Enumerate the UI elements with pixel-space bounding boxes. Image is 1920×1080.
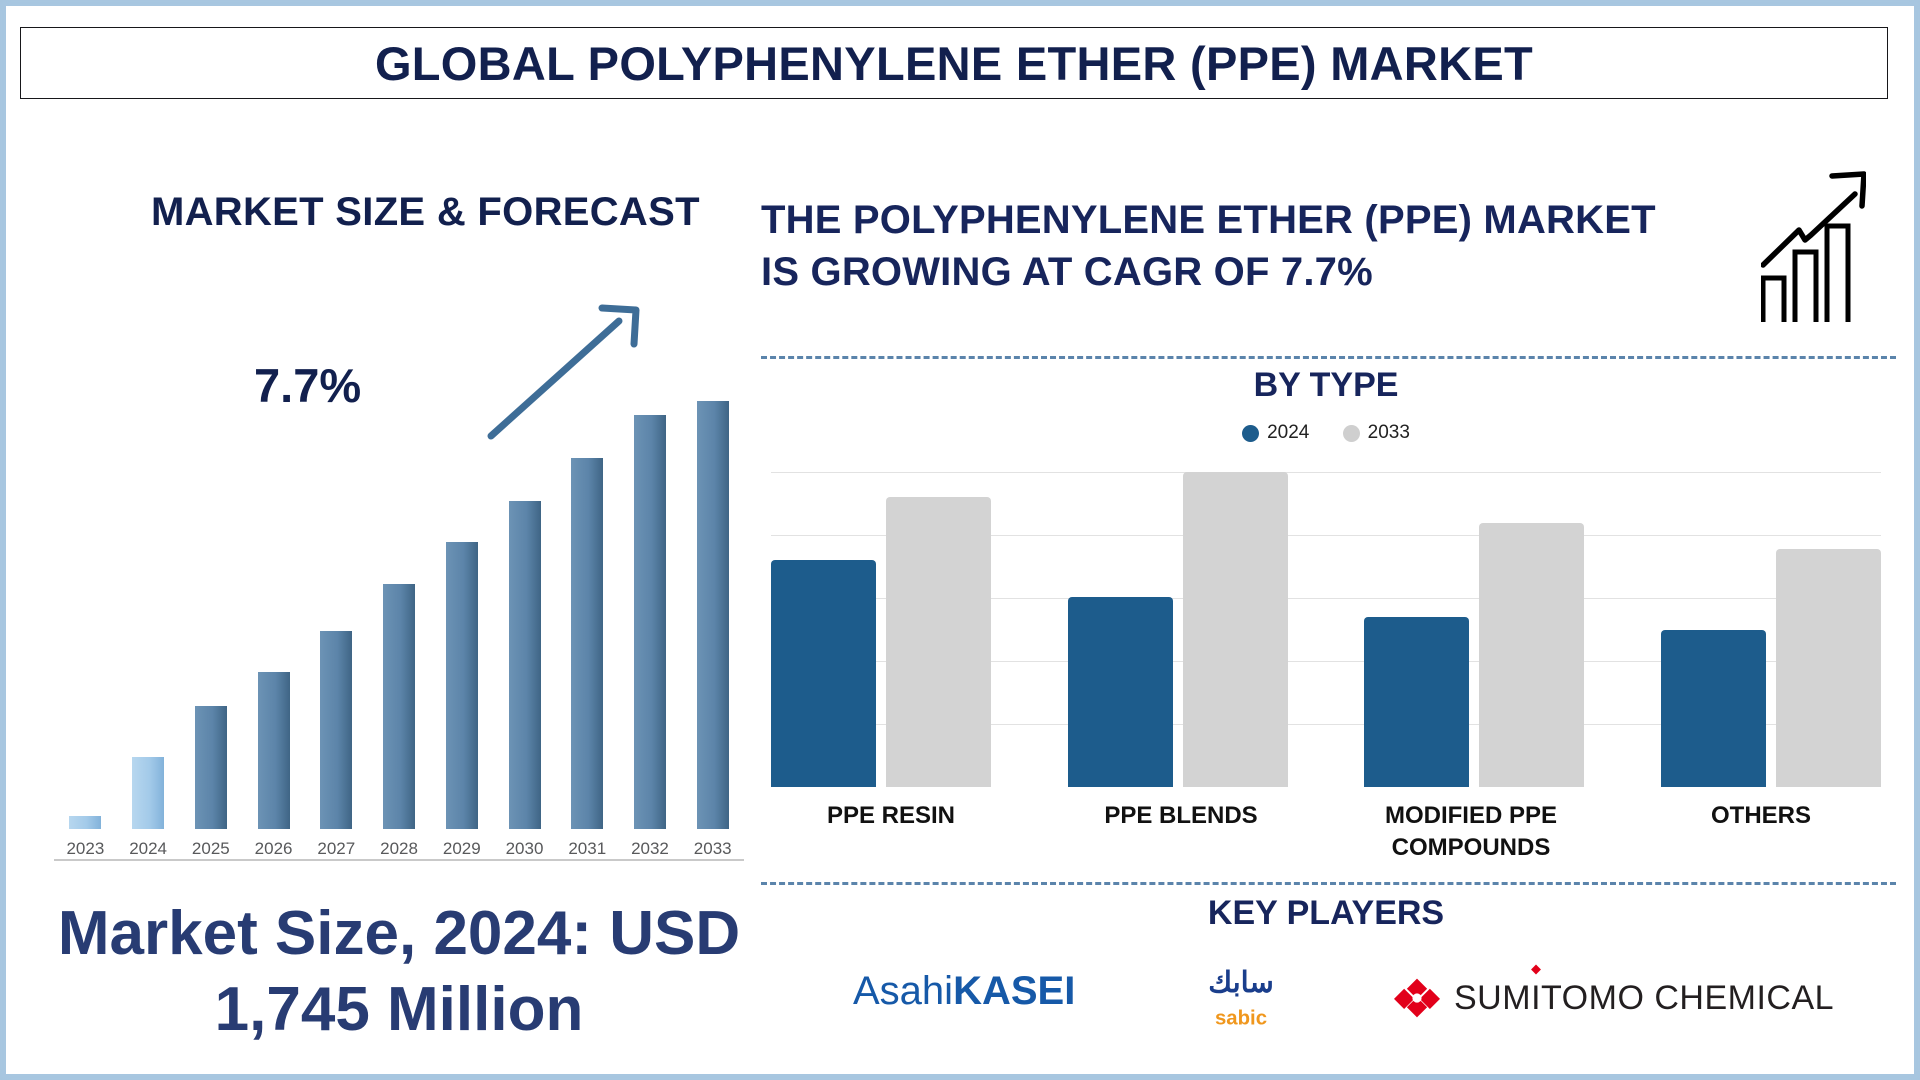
svg-text:sabic: sabic — [1215, 1007, 1267, 1029]
svg-text:سابك: سابك — [1208, 967, 1273, 999]
